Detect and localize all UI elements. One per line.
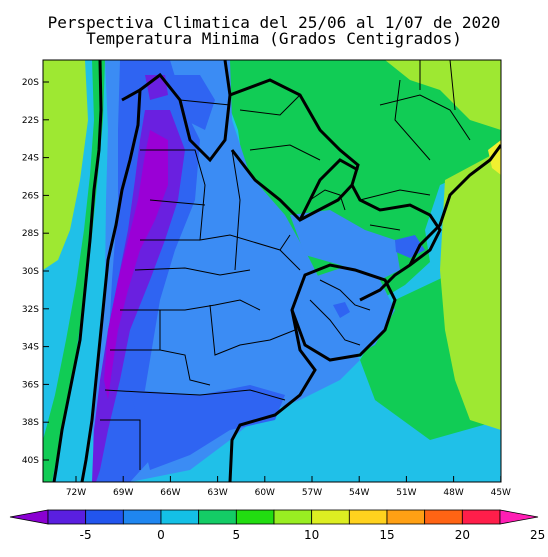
latitude-axis: 20S 22S 24S 26S 28S 30S 32S 34S 36S 38S 40S [22,78,49,466]
lon-label: 51W [396,488,416,498]
lat-label: 40S [22,456,39,466]
colorbar-box [386,509,426,525]
colorbar-box [461,509,501,525]
colorbar-box [122,509,162,525]
field-purple-andes [104,130,168,400]
field-lime-atlantic [440,150,501,430]
lon-label: 66W [160,488,180,498]
paraguay-border [298,158,359,221]
lat-label: 28S [22,229,39,239]
colorbar-box [311,509,350,525]
chile-coastline [52,60,103,482]
lon-label: 57W [302,488,322,498]
field-deep-blue-south [130,385,285,470]
atlantic-coast-south [228,309,317,482]
lat-label: 30S [22,267,39,277]
lat-label: 22S [22,116,39,126]
colorbar-box [160,509,200,525]
colorbar: -50510152025303540 [9,509,545,542]
field-lime-north [385,60,501,130]
colorbar-tick-label: 15 [379,528,394,542]
longitude-axis: 72W 69W 66W 63W 60W 57W 54W 51W 48W 45W [66,476,511,498]
colorbar-arrow-high [499,509,539,525]
colorbar-box [235,509,275,525]
map-title-line2: Temperatura Minima (Grados Centigrados) [86,29,462,48]
brazil-argentina-border [350,184,442,302]
field-violet-andes [92,110,185,482]
lat-label: 26S [22,191,39,201]
colorbar-box [273,509,313,525]
lon-label: 72W [66,488,86,498]
lon-label: 60W [255,488,275,498]
lon-label: 54W [349,488,369,498]
lat-label: 24S [22,154,39,164]
colorbar-tick-label: 10 [304,528,319,542]
field-green-chile [43,60,105,482]
lon-label: 69W [113,488,133,498]
map-title-line1: Perspectiva Climatica del 25/06 al 1/07 … [47,13,501,32]
lon-label: 63W [207,488,227,498]
borders [52,60,501,482]
colorbar-tick-label: 25 [530,528,545,542]
lat-label: 32S [22,305,39,315]
brazil-top-border [223,60,232,96]
colorbar-tick-label: 5 [233,528,241,542]
field-deep-blue-north [165,75,215,130]
field-blue-cell-uruguay [333,302,350,318]
lon-label: 48W [443,488,463,498]
field-lime-pacific [43,60,88,270]
colorbar-box [348,509,388,525]
colorbar-arrow-low [9,509,49,525]
colorbar-tick-label: 20 [455,528,470,542]
province-lines [100,60,471,470]
lat-label: 38S [22,418,39,428]
uruguay-border [290,263,397,362]
colorbar-box [47,509,87,525]
colorbar-tick-label: -5 [80,528,92,542]
lat-label: 36S [22,380,39,390]
field-blue-parana [290,210,400,280]
brazil-coast [408,144,501,266]
lat-label: 20S [22,78,39,88]
colorbar-box [198,509,237,525]
colorbar-box [85,509,124,525]
andes-border [80,87,142,482]
temperature-field [43,60,501,482]
colorbar-tick-label: 0 [157,528,165,542]
colorbar-box [424,509,463,525]
field-green-brazil [225,60,501,366]
lon-label: 45W [491,488,511,498]
lat-label: 34S [22,343,39,353]
